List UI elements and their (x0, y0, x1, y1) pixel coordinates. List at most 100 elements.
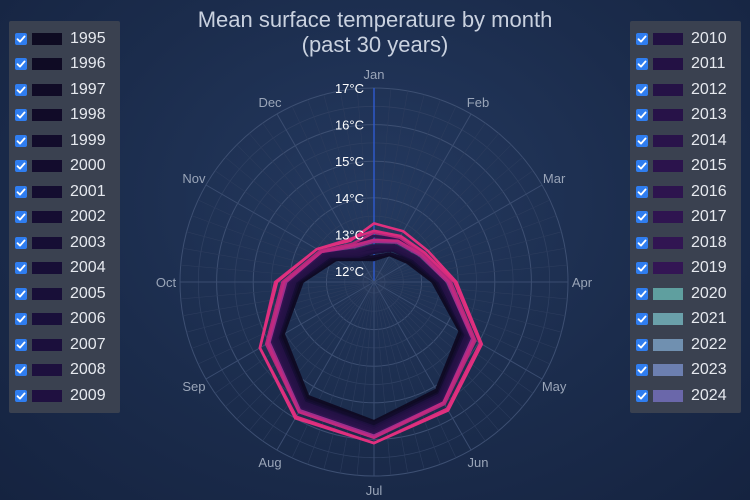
grid-spoke (214, 284, 370, 394)
legend-checkbox-2019[interactable] (636, 262, 648, 275)
legend-label-2023: 2023 (691, 361, 727, 379)
legend-checkbox-2016[interactable] (636, 185, 648, 198)
legend-item-2004[interactable]: 2004 (9, 256, 120, 282)
grid-spoke-major (205, 281, 375, 380)
legend-checkbox-2014[interactable] (636, 134, 648, 147)
legend-item-2007[interactable]: 2007 (9, 332, 120, 358)
legend-item-2010[interactable]: 2010 (630, 26, 741, 52)
radial-tick-label: 15°C (335, 154, 364, 169)
legend-item-1996[interactable]: 1996 (9, 52, 120, 78)
legend-label-2000: 2000 (70, 157, 106, 175)
grid-spoke-major (205, 184, 375, 283)
legend-label-2016: 2016 (691, 182, 727, 200)
check-icon (16, 188, 26, 196)
radial-tick-label: 14°C (335, 191, 364, 206)
legend-item-2009[interactable]: 2009 (9, 383, 120, 409)
legend-item-2015[interactable]: 2015 (630, 154, 741, 180)
legend-item-2022[interactable]: 2022 (630, 332, 741, 358)
check-icon (637, 290, 647, 298)
grid-spoke (307, 287, 373, 465)
legend-checkbox-2009[interactable] (15, 389, 27, 402)
legend-swatch-2003 (32, 236, 62, 249)
legend-item-2008[interactable]: 2008 (9, 358, 120, 384)
legend-item-2014[interactable]: 2014 (630, 128, 741, 154)
legend-item-2020[interactable]: 2020 (630, 281, 741, 307)
legend-swatch-1995 (32, 32, 62, 45)
check-icon (16, 213, 26, 221)
legend-item-2019[interactable]: 2019 (630, 256, 741, 282)
legend-checkbox-2000[interactable] (15, 160, 27, 173)
legend-checkbox-2005[interactable] (15, 287, 27, 300)
check-icon (637, 188, 647, 196)
legend-label-1998: 1998 (70, 106, 106, 124)
category-label-aug: Aug (258, 455, 281, 470)
legend-item-2016[interactable]: 2016 (630, 179, 741, 205)
legend-item-2017[interactable]: 2017 (630, 205, 741, 231)
legend-checkbox-2024[interactable] (636, 389, 648, 402)
legend-checkbox-2013[interactable] (636, 109, 648, 122)
legend-item-1998[interactable]: 1998 (9, 103, 120, 129)
legend-item-1999[interactable]: 1999 (9, 128, 120, 154)
legend-checkbox-2018[interactable] (636, 236, 648, 249)
legend-item-2018[interactable]: 2018 (630, 230, 741, 256)
legend-checkbox-2011[interactable] (636, 58, 648, 71)
legend-swatch-2018 (653, 236, 683, 249)
legend-checkbox-2002[interactable] (15, 211, 27, 224)
legend-checkbox-2001[interactable] (15, 185, 27, 198)
check-icon (16, 264, 26, 272)
legend-item-2003[interactable]: 2003 (9, 230, 120, 256)
legend-item-1997[interactable]: 1997 (9, 77, 120, 103)
series-line-2024 (258, 222, 484, 445)
legend-item-2001[interactable]: 2001 (9, 179, 120, 205)
grid-spoke (377, 286, 499, 431)
legend-swatch-2004 (32, 262, 62, 275)
legend-checkbox-2021[interactable] (636, 313, 648, 326)
legend-checkbox-2023[interactable] (636, 364, 648, 377)
legend-checkbox-2007[interactable] (15, 338, 27, 351)
legend-item-1995[interactable]: 1995 (9, 26, 120, 52)
legend-checkbox-2020[interactable] (636, 287, 648, 300)
radial-tick-label: 13°C (335, 227, 364, 242)
legend-checkbox-2010[interactable] (636, 32, 648, 45)
legend-item-2012[interactable]: 2012 (630, 77, 741, 103)
legend-checkbox-1999[interactable] (15, 134, 27, 147)
legend-checkbox-2008[interactable] (15, 364, 27, 377)
legend-checkbox-2004[interactable] (15, 262, 27, 275)
legend-checkbox-1996[interactable] (15, 58, 27, 71)
legend-label-2010: 2010 (691, 29, 727, 47)
legend-checkbox-2006[interactable] (15, 313, 27, 326)
check-icon (637, 86, 647, 94)
legend-checkbox-1997[interactable] (15, 83, 27, 96)
legend-checkbox-2015[interactable] (636, 160, 648, 173)
legend-right: 2010 2011 2012 2013 2014 2015 2016 2017 2018 2019… (630, 21, 741, 413)
legend-swatch-1999 (32, 134, 62, 147)
check-icon (16, 392, 26, 400)
legend-checkbox-2003[interactable] (15, 236, 27, 249)
legend-checkbox-1995[interactable] (15, 32, 27, 45)
legend-label-2011: 2011 (691, 55, 726, 73)
legend-checkbox-1998[interactable] (15, 109, 27, 122)
legend-item-2023[interactable]: 2023 (630, 358, 741, 384)
legend-checkbox-2012[interactable] (636, 83, 648, 96)
chart-title-line-2: (past 30 years) (301, 32, 449, 57)
legend-item-2005[interactable]: 2005 (9, 281, 120, 307)
legend-item-2002[interactable]: 2002 (9, 205, 120, 231)
legend-label-2017: 2017 (691, 208, 727, 226)
grid-spoke (374, 287, 392, 476)
legend-item-2021[interactable]: 2021 (630, 307, 741, 333)
legend-label-2015: 2015 (691, 157, 727, 175)
check-icon (16, 366, 26, 374)
legend-item-2024[interactable]: 2024 (630, 383, 741, 409)
legend-item-2011[interactable]: 2011 (630, 52, 741, 78)
legend-item-2006[interactable]: 2006 (9, 307, 120, 333)
legend-item-2013[interactable]: 2013 (630, 103, 741, 129)
legend-checkbox-2022[interactable] (636, 338, 648, 351)
chart-axis-labels: Jan Feb Mar Apr May Jun Jul Aug Sep Oct Nov Dec 12°C… (156, 67, 593, 498)
grid-spoke (376, 286, 486, 442)
check-icon (16, 111, 26, 119)
legend-item-2000[interactable]: 2000 (9, 154, 120, 180)
grid-spoke (249, 286, 371, 431)
category-label-apr: Apr (572, 275, 593, 290)
legend-checkbox-2017[interactable] (636, 211, 648, 224)
